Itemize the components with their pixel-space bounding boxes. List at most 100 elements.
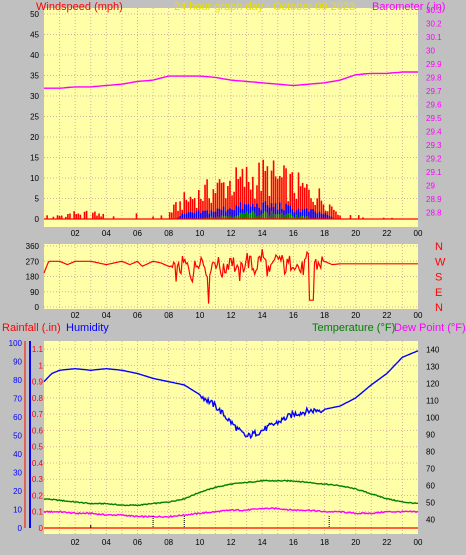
- wind-speed-bar-blue: [225, 211, 227, 219]
- wind-speed-bar-green: [252, 210, 254, 219]
- wind-speed-bar: [279, 175, 281, 219]
- wind-speed-bar-blue: [274, 203, 277, 219]
- wind-speed-bar: [299, 186, 302, 219]
- barometer-tick-label: 28.9: [426, 195, 442, 204]
- wind-speed-bar-blue: [320, 213, 323, 219]
- barometer-tick-label: 29.8: [426, 73, 442, 82]
- wind-speed-bar-blue: [231, 209, 233, 219]
- rain-marks: [43, 350, 419, 529]
- wind-speed-bar: [320, 200, 323, 219]
- wind-speed-bar: [333, 209, 335, 219]
- wind-speed-bar-blue: [177, 217, 179, 219]
- direction-tick-label: 360: [26, 242, 40, 251]
- wind-speed-bar-green: [235, 216, 237, 219]
- x-tick-label: 04: [102, 229, 111, 238]
- wind-speed-bar-green: [287, 213, 289, 219]
- wind-speed-bar: [328, 204, 331, 219]
- humidity-tick-label: 0: [18, 524, 23, 533]
- x-tick-label: 12: [227, 229, 236, 238]
- wind-marks: [44, 71, 418, 220]
- direction-tick-labels: 0 90 180 270 360 02 04 06 08 10 12 14 16 18 20 22 00: [26, 242, 423, 320]
- wind-speed-bar-blue: [189, 211, 192, 219]
- rain-tick-label: 0.3: [32, 475, 44, 484]
- barometer-tick-label: 30.3: [426, 6, 442, 15]
- wind-speed-bar-blue: [183, 213, 186, 219]
- wind-speed-bar: [67, 214, 69, 219]
- direction-marks: [43, 249, 418, 304]
- wind-speed-bar: [46, 215, 48, 219]
- humidity-axis-label: Humidity: [66, 322, 109, 334]
- barometer-tick-label: 29.9: [426, 60, 442, 69]
- wind-speed-bar-green: [256, 215, 258, 219]
- wind-speed-bar-green: [243, 213, 246, 219]
- wind-speed-bar-blue: [293, 212, 296, 219]
- wind-speed-bar: [227, 186, 229, 219]
- wind-speed-bar: [214, 192, 217, 219]
- wind-speed-bar-green: [237, 215, 240, 219]
- wind-speed-bar: [185, 199, 188, 219]
- wind-speed-bar-green: [214, 217, 217, 219]
- barometer-tick-label: 30.1: [426, 33, 442, 42]
- wind-speed-bar: [276, 178, 279, 219]
- wind-speed-bar: [160, 215, 163, 219]
- x-tick-label: 18: [320, 229, 329, 238]
- wind-speed-bar-green: [241, 212, 244, 219]
- rain-tick-labels: 0 0.1 0.2 0.3 0.4 0.5 0.6 0.7 0.8 0.9 1 1.1 0 10 20 30 4…: [9, 339, 440, 547]
- compass-letter: E: [435, 287, 442, 299]
- x-tick-label: 10: [195, 229, 204, 238]
- wind-speed-bar: [168, 212, 171, 219]
- wind-speed-bar-blue: [299, 212, 302, 219]
- wind-speed-bar-green: [264, 211, 267, 219]
- wind-speed-bar: [225, 198, 227, 219]
- x-tick-label: 02: [71, 229, 80, 238]
- wind-speed-bar: [170, 212, 173, 219]
- wind-speed-bar-green: [291, 215, 294, 219]
- temperature-tick-label: 50: [426, 499, 435, 508]
- wind-speed-bar-blue: [214, 211, 217, 219]
- windspeed-tick-label: 40: [30, 51, 39, 60]
- barometer-axis-label: Barometer (.in): [372, 1, 445, 13]
- compass-letter: W: [435, 256, 446, 268]
- x-tick-label: 20: [351, 538, 360, 547]
- wind-speed-bar-green: [258, 215, 260, 219]
- x-tick-label: 08: [164, 311, 173, 320]
- barometer-tick-label: 29.5: [426, 114, 442, 123]
- temperature-tick-label: 130: [426, 363, 440, 372]
- rain-tick-label: 0: [39, 524, 44, 533]
- humidity-line: [43, 350, 419, 440]
- wind-speed-bar-green: [245, 211, 248, 219]
- wind-speed-bar: [285, 168, 287, 219]
- windspeed-tick-label: 45: [30, 31, 39, 40]
- wind-barometer-panel: 0 5 10 15 20 25 30 35 40 45 50 28.8 28.9 29 29.1 29.2 29…: [30, 1, 445, 238]
- temperature-tick-label: 40: [426, 516, 435, 525]
- wind-speed-bar-blue: [197, 210, 200, 219]
- wind-speed-bar-blue: [206, 210, 208, 219]
- wind-speed-bar-blue: [239, 202, 242, 219]
- wind-speed-bar-blue: [235, 205, 237, 219]
- wind-speed-bar-blue: [237, 206, 240, 219]
- wind-speed-bar: [235, 167, 237, 219]
- x-tick-label: 20: [351, 311, 360, 320]
- x-tick-label: 14: [258, 229, 267, 238]
- wind-speed-bar: [382, 217, 385, 219]
- direction-tick-label: 0: [35, 303, 40, 312]
- x-tick-label: 14: [258, 538, 267, 547]
- wind-speed-bar-green: [218, 216, 221, 219]
- wind-speed-bar-green: [204, 217, 206, 219]
- wind-speed-bar-green: [299, 216, 302, 219]
- wind-speed-bar-blue: [285, 203, 287, 219]
- wind-speed-bar-green: [279, 214, 281, 219]
- wind-speed-bar: [197, 190, 200, 219]
- wind-speed-bar-green: [281, 212, 283, 219]
- wind-speed-bar-blue: [200, 213, 202, 219]
- temperature-tick-label: 120: [426, 380, 440, 389]
- wind-speed-bar-blue: [312, 209, 314, 219]
- wind-speed-bar-blue: [220, 210, 223, 219]
- wind-speed-bar-blue: [314, 211, 316, 219]
- x-tick-label: 00: [414, 311, 423, 320]
- wind-speed-bar: [272, 160, 275, 219]
- wind-speed-bar: [73, 211, 75, 219]
- x-tick-label: 08: [164, 229, 173, 238]
- wind-speed-bar-blue: [247, 203, 250, 219]
- wind-speed-bar-green: [289, 213, 292, 219]
